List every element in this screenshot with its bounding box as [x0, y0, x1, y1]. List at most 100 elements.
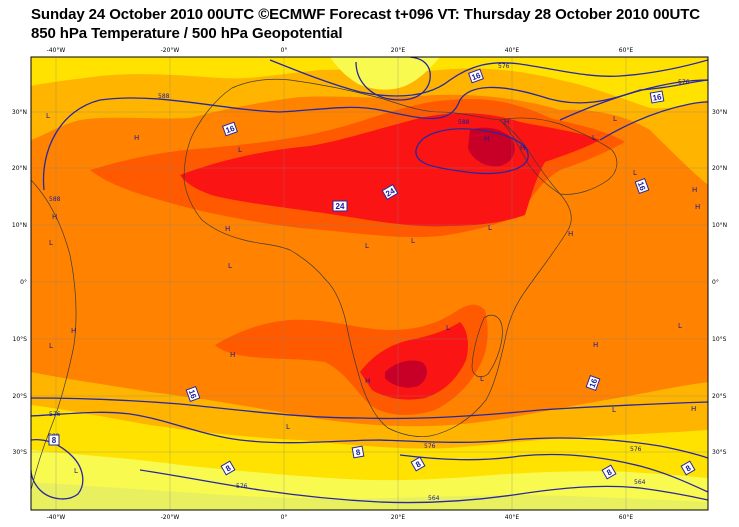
- geopotential-contour-588-ne: [599, 101, 708, 141]
- latitude-label: 30°N: [712, 109, 727, 116]
- longitude-label: 0°: [281, 514, 288, 521]
- geopotential-label: 588: [158, 93, 170, 100]
- pressure-centre-label: H: [691, 405, 696, 413]
- pressure-centre-label: H: [692, 186, 697, 194]
- temperature-label: 16: [224, 124, 236, 136]
- pressure-centre-label: L: [678, 322, 682, 330]
- temperature-label: 8: [355, 448, 361, 458]
- latitude-label: 10°N: [12, 222, 27, 229]
- pressure-centre-label: H: [484, 135, 489, 143]
- longitude-label: -40°W: [47, 47, 66, 54]
- pressure-centre-label: H: [568, 230, 573, 238]
- latitude-label: 30°S: [13, 449, 28, 456]
- longitude-label: -40°W: [47, 514, 66, 521]
- geopotential-contour-588-north: [42, 79, 708, 191]
- temperature-label: 8: [224, 463, 233, 473]
- temperature-label: 16: [588, 377, 600, 389]
- pressure-centre-label: L: [446, 324, 450, 332]
- pressure-centre-label: L: [238, 146, 242, 154]
- geopotential-contour-588-south: [31, 397, 708, 420]
- temperature-label: 16: [652, 92, 663, 103]
- latitude-labels-right: 30°N 20°N 10°N 0° 10°S 20°S 30°S: [712, 109, 727, 456]
- latitude-label: 30°N: [12, 109, 27, 116]
- longitude-label: -20°W: [161, 514, 180, 521]
- latitude-label: 20°S: [712, 393, 727, 400]
- pressure-centre-label: H: [52, 213, 57, 221]
- temperature-band-lt4-south: [31, 482, 708, 510]
- temperature-label: 8: [52, 436, 57, 445]
- temperature-band-8-12-north: [31, 57, 708, 109]
- pressure-centre-label: H: [230, 351, 235, 359]
- pressure-centre-label: L: [488, 224, 492, 232]
- pressure-centre-label: L: [613, 115, 617, 123]
- temperature-label: 8: [414, 459, 423, 469]
- geopotential-label: 588: [49, 196, 61, 203]
- pressure-centre-label: L: [49, 342, 53, 350]
- map-title: Sunday 24 October 2010 00UTC ©ECMWF Fore…: [31, 6, 701, 23]
- coastlines: [31, 78, 618, 491]
- pressure-centre-label: L: [286, 423, 290, 431]
- temperature-band-gt28-south: [385, 360, 427, 388]
- latitude-label: 30°S: [712, 449, 727, 456]
- temperature-label: 16: [187, 388, 199, 400]
- pressure-centre-label: L: [74, 467, 78, 475]
- pressure-centre-label: H: [593, 341, 598, 349]
- temperature-labels: 16 16 24 24 16 16 16 8 8 8 8 8 8 16: [48, 68, 696, 480]
- latitude-label: 0°: [20, 279, 27, 286]
- geopotential-contour-576-north: [269, 59, 708, 97]
- weather-map: 576 588 588 576 588 576 576 576 564 564 …: [12, 47, 727, 521]
- temperature-label: 8: [605, 467, 614, 477]
- longitude-label: -20°W: [161, 47, 180, 54]
- temperature-band-12-16-north: [31, 57, 708, 185]
- coastline-arabia: [499, 117, 618, 195]
- geopotential-label: 576: [49, 411, 61, 418]
- pressure-centre-label: H: [134, 134, 139, 142]
- pressure-centre-label: H: [520, 144, 525, 152]
- latitude-label: 10°S: [13, 336, 28, 343]
- pressure-centre-label: L: [49, 239, 53, 247]
- latitude-label: 10°S: [712, 336, 727, 343]
- pressure-centre-label: L: [365, 242, 369, 250]
- latitude-label: 0°: [712, 279, 719, 286]
- longitude-label: 60°E: [619, 514, 634, 521]
- pressure-centre-label: L: [592, 134, 596, 142]
- longitude-label: 40°E: [505, 47, 520, 54]
- geopotential-label: 564: [634, 479, 646, 486]
- longitude-label: 0°: [281, 47, 288, 54]
- pressure-centre-label: L: [228, 262, 232, 270]
- geopotential-label: 576: [236, 483, 248, 490]
- geopotential-contour-576-sse: [399, 453, 708, 493]
- temperature-field: [31, 57, 708, 510]
- pressure-centre-label: H: [365, 377, 370, 385]
- pressure-centre-label: L: [633, 169, 637, 177]
- geopotential-label: 564: [428, 495, 440, 502]
- temperature-band-4-8-north: [330, 57, 440, 90]
- pressure-centre-label: H: [71, 327, 76, 335]
- latitude-label: 20°N: [12, 165, 27, 172]
- pressure-centre-label: L: [480, 375, 484, 383]
- map-frame: [30, 56, 709, 511]
- geopotential-label: 576: [424, 443, 436, 450]
- geopotential-label: 588: [458, 119, 470, 126]
- geopotential-label: 576: [678, 79, 690, 86]
- geopotential-contours: [31, 57, 708, 504]
- geopotential-contour-closed-high: [415, 128, 529, 175]
- latitude-label: 20°S: [13, 393, 28, 400]
- coastline-africa: [183, 78, 572, 437]
- latitude-label: 10°N: [712, 222, 727, 229]
- temperature-label: 16: [636, 180, 648, 192]
- latitude-labels-left: 30°N 20°N 10°N 0° 10°S 20°S 30°S: [12, 109, 27, 456]
- latitude-label: 20°N: [712, 165, 727, 172]
- map-subtitle: 850 hPa Temperature / 500 hPa Geopotenti…: [31, 25, 343, 42]
- longitude-labels-top: -40°W -20°W 0° 20°E 40°E 60°E: [47, 47, 634, 54]
- geopotential-contour-576-sw-loop: [31, 438, 84, 500]
- pressure-centres: L H L H L H L H L L L L H H L H H L H H …: [46, 112, 700, 475]
- temperature-band-gt28-north: [468, 127, 515, 167]
- longitude-label: 60°E: [619, 47, 634, 54]
- longitude-label: 40°E: [505, 514, 520, 521]
- geopotential-contour-564-south: [139, 469, 708, 504]
- geopotential-label: 576: [498, 63, 510, 70]
- temperature-label: 24: [336, 202, 345, 211]
- pressure-centre-label: H: [504, 118, 509, 126]
- longitude-label: 20°E: [391, 47, 406, 54]
